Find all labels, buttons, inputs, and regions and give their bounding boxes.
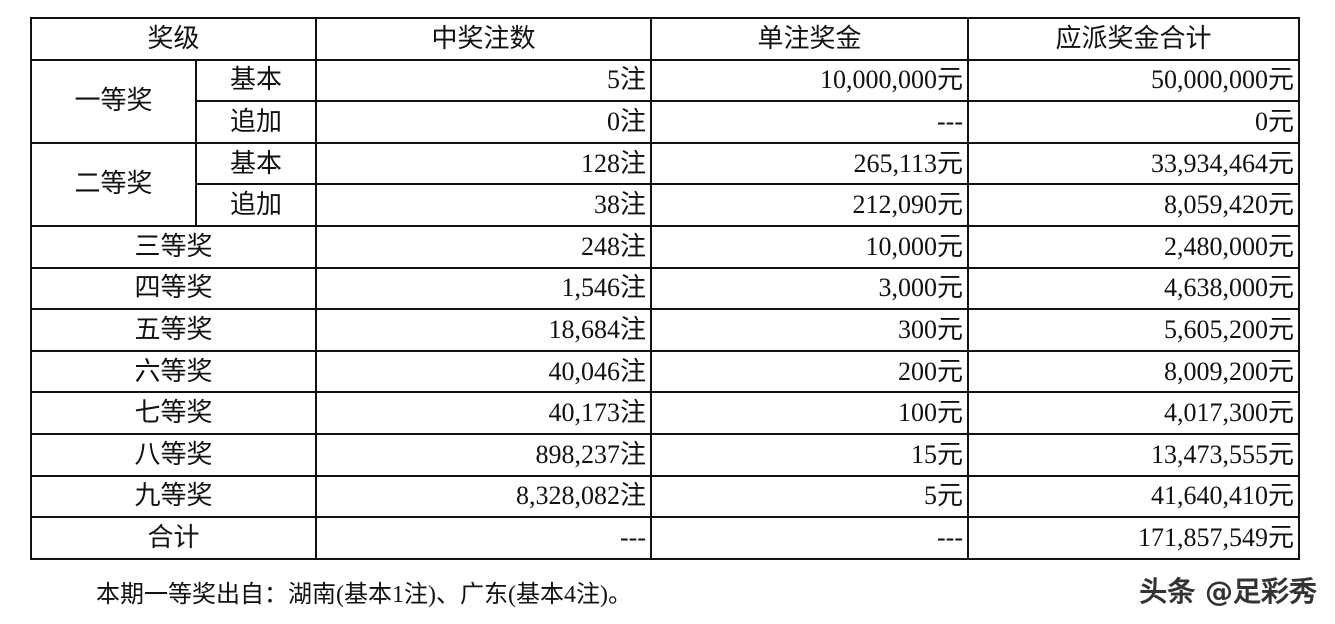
prize-cell: 10,000,000元: [650, 58, 969, 103]
sub-type-cell: 基本: [195, 58, 317, 103]
count-cell: 0注: [315, 100, 652, 144]
total-cell: 171,857,549元: [967, 516, 1300, 560]
prize-cell: 100元: [650, 391, 969, 435]
total-cell: 50,000,000元: [967, 58, 1300, 103]
prize-cell: ---: [650, 516, 969, 560]
prize-cell: 10,000元: [650, 224, 969, 269]
prize-cell: 15元: [650, 432, 969, 477]
prize-cell: 200元: [650, 349, 969, 394]
total-cell: 4,638,000元: [967, 266, 1300, 311]
count-cell: 128注: [315, 141, 652, 186]
total-cell: 8,059,420元: [967, 183, 1300, 227]
total-cell: 33,934,464元: [967, 141, 1300, 186]
count-cell: 18,684注: [315, 308, 652, 352]
total-cell: 0元: [967, 100, 1300, 144]
table-row: 二等奖 基本 128注 265,113元 33,934,464元: [30, 141, 1300, 227]
count-cell: 38注: [315, 183, 652, 227]
prize-table: 奖级 中奖注数 单注奖金 应派奖金合计 一等奖 基本 5注 10,000,000…: [30, 17, 1300, 560]
table-row: 三等奖 248注 10,000元 2,480,000元: [30, 224, 1300, 269]
level-cell: 一等奖: [30, 58, 197, 144]
sub-type-cell: 基本: [195, 141, 317, 186]
prize-cell: 265,113元: [650, 141, 969, 186]
sub-type-cell: 追加: [195, 100, 317, 144]
total-cell: 4,017,300元: [967, 391, 1300, 435]
table-row: 九等奖 8,328,082注 5元 41,640,410元: [30, 474, 1300, 519]
prize-cell: 300元: [650, 308, 969, 352]
count-cell: 40,173注: [315, 391, 652, 435]
total-cell: 13,473,555元: [967, 432, 1300, 477]
level-cell: 二等奖: [30, 141, 197, 227]
count-cell: 8,328,082注: [315, 474, 652, 519]
level-cell: 四等奖: [30, 266, 317, 311]
count-cell: 898,237注: [315, 432, 652, 477]
prize-cell: 212,090元: [650, 183, 969, 227]
watermark: 头条 @足彩秀: [1139, 575, 1317, 608]
table-row: 五等奖 18,684注 300元 5,605,200元: [30, 308, 1300, 352]
level-cell: 八等奖: [30, 432, 317, 477]
table-row: 六等奖 40,046注 200元 8,009,200元: [30, 349, 1300, 394]
total-cell: 8,009,200元: [967, 349, 1300, 394]
level-cell: 五等奖: [30, 308, 317, 352]
prize-cell: ---: [650, 100, 969, 144]
level-cell: 九等奖: [30, 474, 317, 519]
count-cell: 1,546注: [315, 266, 652, 311]
count-cell: 5注: [315, 58, 652, 103]
level-cell: 三等奖: [30, 224, 317, 269]
header-level: 奖级: [30, 17, 317, 61]
count-cell: 40,046注: [315, 349, 652, 394]
count-cell: 248注: [315, 224, 652, 269]
footnote: 本期一等奖出自：湖南(基本1注)、广东(基本4注)。: [96, 582, 632, 608]
prize-cell: 3,000元: [650, 266, 969, 311]
count-cell: ---: [315, 516, 652, 560]
sub-type-cell: 追加: [195, 183, 317, 227]
prize-cell: 5元: [650, 474, 969, 519]
header-prize: 单注奖金: [650, 17, 969, 61]
header-row: 奖级 中奖注数 单注奖金 应派奖金合计: [30, 17, 1300, 61]
level-cell: 合计: [30, 516, 317, 560]
table-row: 追加 0注 --- 0元: [31, 100, 1300, 144]
table-row: 八等奖 898,237注 15元 13,473,555元: [30, 432, 1300, 477]
table-row: 一等奖 基本 5注 10,000,000元 50,000,000元: [30, 58, 1300, 144]
header-total: 应派奖金合计: [967, 17, 1300, 61]
header-count: 中奖注数: [315, 17, 652, 61]
table-row: 七等奖 40,173注 100元 4,017,300元: [30, 391, 1300, 435]
table-row: 四等奖 1,546注 3,000元 4,638,000元: [30, 266, 1300, 311]
table-row: 追加 38注 212,090元 8,059,420元: [31, 183, 1300, 227]
level-cell: 六等奖: [30, 349, 317, 394]
total-cell: 41,640,410元: [967, 474, 1300, 519]
table-row: 合计 --- --- 171,857,549元: [30, 516, 1300, 560]
total-cell: 2,480,000元: [967, 224, 1300, 269]
total-cell: 5,605,200元: [967, 308, 1300, 352]
level-cell: 七等奖: [30, 391, 317, 435]
